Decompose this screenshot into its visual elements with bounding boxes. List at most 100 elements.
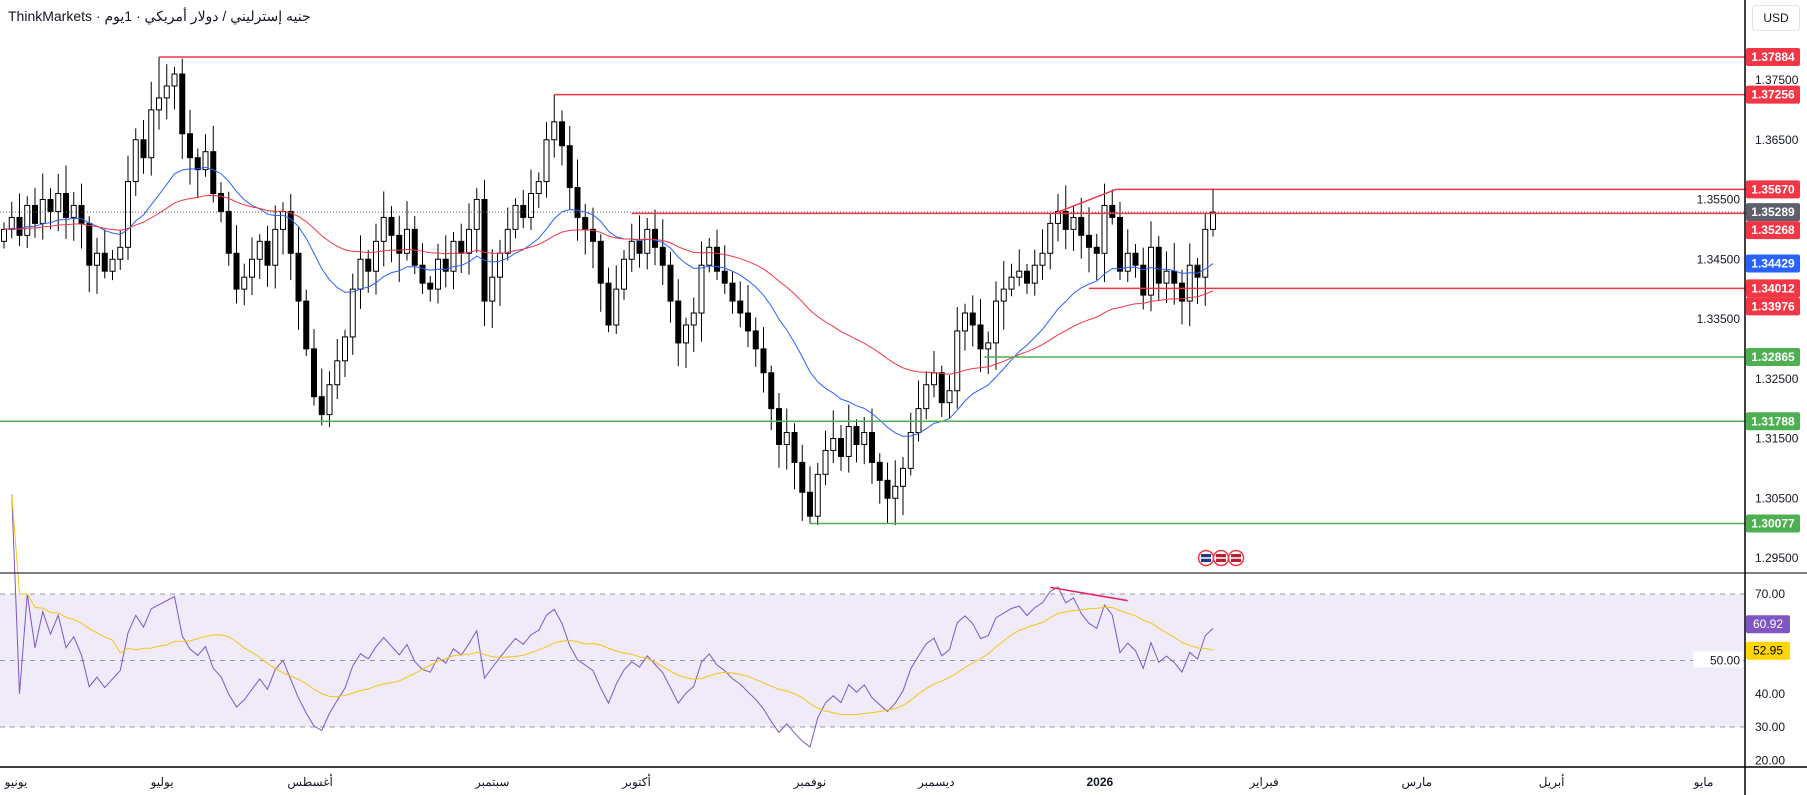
price-badge: 1.34429 [1746,254,1800,273]
candle-up [628,240,635,260]
candle-up [861,432,868,445]
price-badge: 1.32865 [1746,347,1800,366]
candle-up [907,432,914,469]
candle-down [675,300,682,344]
time-axis-label: ديسمبر [917,775,955,789]
candle-up [1148,246,1154,296]
price-badge-label: 1.31788 [1751,414,1795,428]
candle-down [791,432,798,463]
candle-down [318,396,325,416]
price-tick-label-bg [1693,310,1743,326]
price-badge-label: 1.34429 [1751,256,1795,270]
ema-fast-line [3,166,1214,437]
candle-up [512,204,519,230]
candle-up [39,199,46,224]
rsi-tick-label: 20.00 [1755,753,1785,767]
rsi-ma-value-badge: 52.95 [1746,641,1790,660]
candle-down [869,432,875,463]
candle-up [543,139,550,183]
candle-down [194,157,201,171]
candle-up [830,438,837,451]
candle-down [419,264,426,284]
candle-down [1062,210,1069,230]
price-badge: 1.37884 [1746,48,1800,67]
candle-down [752,330,759,350]
candle-up [473,199,480,230]
candle-down [876,461,883,481]
candle-up [24,204,31,236]
candle-down [63,193,69,218]
candle-down [977,324,984,350]
us-flag-icon [1212,549,1230,567]
candle-down [1086,234,1092,248]
candle-down [1132,252,1139,266]
price-badge: 1.30077 [1746,514,1800,533]
candle-down [140,139,147,159]
price-badge-label: 1.35670 [1751,182,1795,196]
candle-down [597,240,604,284]
candle-down [16,216,23,236]
candle-down [659,246,666,266]
currency-button[interactable]: USD [1752,5,1800,31]
candle-down [287,210,294,254]
candle-down [520,204,527,218]
candle-up [280,210,286,230]
rsi-divergence-line [1050,586,1128,602]
candle-down [210,151,217,195]
candle-up [1202,228,1209,278]
rsi-tick-label: 50.00 [1710,654,1740,668]
candle-up [156,97,162,111]
candle-up [373,240,379,272]
candle-down [652,228,658,248]
candle-up [466,228,472,254]
price-badge-bg [1746,297,1800,316]
price-badge-label: 1.34012 [1751,281,1795,295]
candle-down [365,258,372,272]
price-badge-label: 1.35268 [1751,223,1795,237]
trend-line [1057,188,1117,213]
candle-down [1117,216,1123,272]
candle-up [900,467,906,487]
price-badge: 1.35268 [1746,221,1800,240]
rsi-tick-label: 70.00 [1755,587,1785,601]
candle-down [218,193,224,212]
candle-up [1163,270,1170,284]
price-badge-bg [1746,180,1800,199]
candle-up [706,246,713,266]
candle-up [946,390,953,404]
rsi-badge-bg [1746,641,1790,660]
candle-down [187,133,193,159]
rsi-tick-label: 30.00 [1755,720,1785,734]
price-badge-bg [1746,279,1800,298]
price-axis-bg [1745,0,1807,795]
candle-up [125,181,131,248]
candle-up [109,258,116,272]
price-tick-label: 1.33500 [1697,312,1741,326]
candle-down [605,282,612,326]
candle-down [729,282,736,302]
candle-up [683,324,689,344]
candle-up [163,85,170,99]
candle-up [783,432,790,445]
price-badge: 1.33976 [1746,297,1800,316]
candle-up [1039,252,1046,266]
candle-up [621,258,627,290]
candle-up [1124,252,1131,272]
candle-up [954,330,961,392]
candle-up [698,264,705,314]
price-tick-label: 1.31500 [1755,432,1799,446]
candle-up [497,252,503,278]
candle-down [799,461,806,493]
candle-down [969,312,976,326]
candle-down [411,228,418,266]
candle-down [559,121,565,147]
candle-up [814,473,821,517]
rsi-badge-label: 60.92 [1753,617,1783,631]
candle-down [760,348,767,374]
price-tick-label-bg [1693,190,1743,207]
candle-down [737,300,744,314]
price-badge-bg [1746,48,1800,67]
candle-down [721,270,728,284]
candle-down [101,252,108,272]
